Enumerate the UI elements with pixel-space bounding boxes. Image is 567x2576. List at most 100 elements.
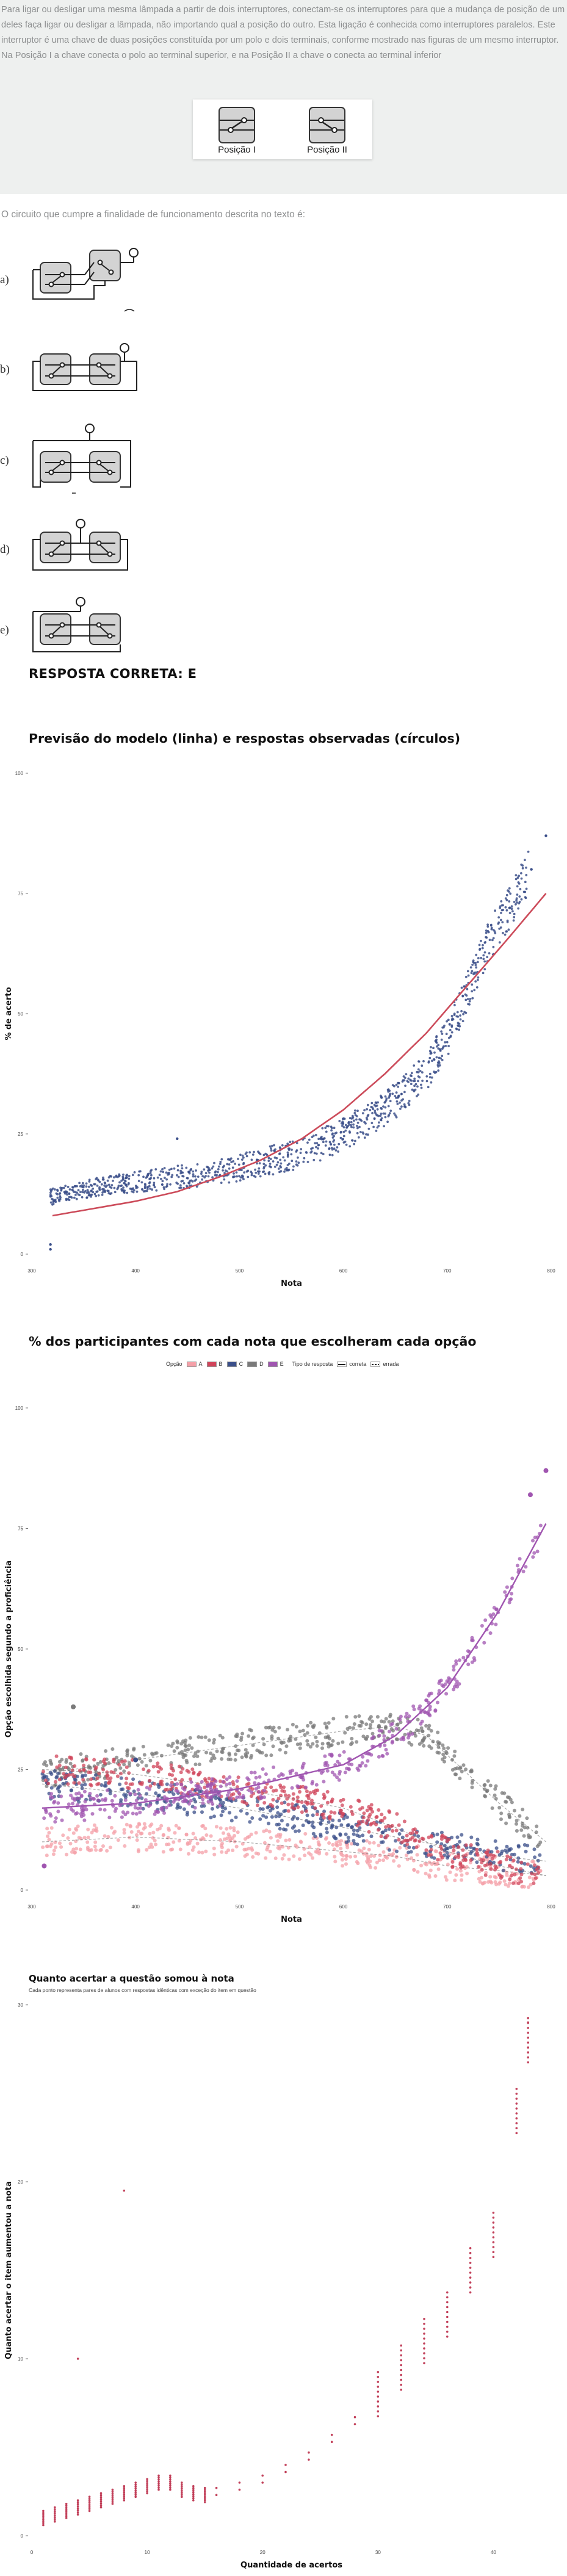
observed-point [507, 928, 510, 931]
item-gain-point [492, 2217, 495, 2219]
item-gain-point [400, 2359, 402, 2362]
option-e-point [337, 1778, 341, 1782]
option-c-point [200, 1810, 204, 1814]
option-c-point [322, 1809, 327, 1814]
observed-point [311, 1136, 314, 1138]
option-e-point [187, 1791, 191, 1795]
option-c-point [505, 1850, 509, 1854]
observed-point [403, 1091, 406, 1094]
option-b-point [519, 1872, 524, 1877]
option-b-point [117, 1762, 121, 1767]
option-a-circuit-icon[interactable] [27, 244, 149, 315]
observed-point [432, 1047, 435, 1050]
legend-type-title: Tipo de resposta [292, 1361, 333, 1367]
observed-point [365, 1133, 367, 1136]
option-e-label[interactable]: e) [0, 624, 9, 637]
observed-point [440, 1038, 443, 1041]
observed-point [65, 1199, 68, 1202]
observed-point [433, 1051, 436, 1054]
observed-point [142, 1175, 145, 1178]
option-e-point [146, 1804, 151, 1808]
observed-point [62, 1186, 65, 1189]
chart2-title: % dos participantes com cada nota que es… [29, 1334, 477, 1349]
observed-point [433, 1058, 436, 1061]
observed-point [121, 1175, 125, 1178]
item-gain-point [157, 2482, 160, 2485]
item-gain-point [492, 2212, 495, 2214]
option-b-trend-line [42, 1769, 546, 1876]
observed-point [383, 1101, 386, 1104]
option-b-point [169, 1766, 173, 1770]
observed-point [49, 1191, 52, 1194]
observed-point [472, 973, 475, 976]
option-d-point [515, 1819, 519, 1823]
observed-point [459, 1018, 462, 1021]
observed-point [283, 1159, 286, 1162]
observed-point [375, 1130, 378, 1132]
option-d-point [507, 1813, 511, 1817]
option-b-point [125, 1777, 129, 1781]
option-b-circuit-icon[interactable] [27, 334, 149, 395]
option-d-circuit-icon[interactable] [27, 511, 149, 579]
option-d-point [320, 1742, 325, 1746]
option-b-point [452, 1845, 455, 1849]
option-a-point [497, 1881, 501, 1886]
option-b-point [441, 1833, 445, 1838]
option-c-point [75, 1774, 79, 1778]
item-gain-point [42, 2509, 45, 2513]
option-e-point [133, 1806, 137, 1809]
option-e-point [172, 1800, 176, 1804]
option-c-point [52, 1769, 57, 1773]
item-gain-point [157, 2480, 160, 2483]
observed-point [437, 1044, 440, 1047]
option-c-point [439, 1830, 444, 1835]
option-e-point [428, 1705, 432, 1709]
observed-point [110, 1184, 114, 1186]
item-gain-point [527, 2041, 529, 2044]
observed-point [325, 1125, 328, 1128]
option-e-point [100, 1798, 104, 1802]
observed-point [406, 1080, 409, 1083]
option-e-point [410, 1732, 414, 1736]
option-b-point [190, 1767, 195, 1772]
observed-point [339, 1136, 342, 1139]
option-e-point [532, 1551, 536, 1555]
option-b-point [179, 1770, 183, 1775]
option-b-point [444, 1836, 448, 1840]
option-b-label[interactable]: b) [0, 363, 10, 376]
option-b-point [469, 1843, 473, 1847]
item-gain-point [215, 2486, 218, 2489]
option-b-point [533, 1872, 537, 1877]
observed-point [366, 1103, 369, 1106]
y-tick-label: 25 [18, 1131, 23, 1137]
option-a-point [254, 1851, 258, 1855]
observed-point [272, 1173, 275, 1176]
option-d-label[interactable]: d) [0, 543, 10, 556]
option-e-circuit-icon[interactable] [27, 593, 149, 660]
option-c-circuit-icon[interactable] [27, 419, 149, 498]
observed-point [325, 1130, 328, 1133]
option-b-point [105, 1773, 109, 1778]
option-b-point [89, 1777, 93, 1781]
observed-point [376, 1126, 379, 1129]
y-tick-label: 50 [18, 1011, 23, 1017]
observed-point [270, 1147, 272, 1150]
item-gain-point [423, 2337, 425, 2340]
option-e-point [538, 1523, 543, 1528]
observed-point [107, 1183, 110, 1186]
observed-point [449, 1029, 452, 1031]
option-a-point [284, 1838, 288, 1842]
option-c-label[interactable]: c) [0, 454, 9, 467]
item-gain-point [238, 2481, 241, 2484]
observed-point [328, 1147, 331, 1150]
option-e-point [377, 1755, 381, 1759]
observed-point [419, 1070, 422, 1072]
option-a-label[interactable]: a) [0, 273, 9, 286]
option-d-point [251, 1743, 255, 1747]
legend-swatch-errada [370, 1361, 381, 1367]
option-d-point [212, 1737, 216, 1742]
observed-point [367, 1127, 370, 1130]
option-e-point [113, 1809, 117, 1813]
item-gain-point [330, 2433, 333, 2436]
observed-point [441, 1059, 444, 1061]
